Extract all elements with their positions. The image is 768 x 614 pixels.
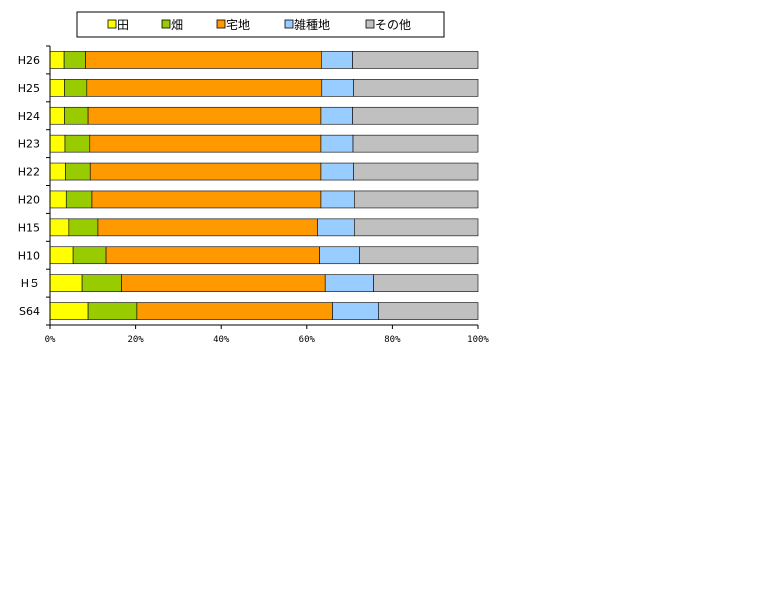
bar-H24-series-2 — [87, 106, 322, 125]
bar-H26-series-1 — [63, 51, 86, 69]
legend-swatch — [284, 19, 294, 29]
bar-H26-series-0 — [49, 51, 65, 69]
category-label: H20 — [18, 193, 40, 206]
legend-swatch — [107, 19, 117, 29]
legend-label: 畑 — [171, 18, 183, 32]
category-label: H５ — [21, 277, 40, 290]
bars: H26 H25 H24 H23 H22 H20 H15 H10 H５ S64 — [18, 51, 479, 320]
bar-H22-series-0 — [49, 162, 66, 181]
bar-H24-series-3 — [320, 106, 353, 125]
bar-H22-series-1 — [65, 162, 91, 181]
bar-H25-series-1 — [64, 79, 88, 97]
category-label: H22 — [18, 166, 40, 179]
x-tick-label: 40% — [213, 335, 230, 345]
category-label: H10 — [18, 249, 40, 262]
bar-H５-series-0 — [49, 274, 83, 292]
bar-H24-series-0 — [49, 106, 65, 125]
legend: 田 畑 宅地 雑種地 その他 — [76, 11, 445, 38]
bar-S64-series-2 — [136, 302, 333, 320]
x-tick-label: 0% — [45, 335, 56, 345]
legend-swatch — [365, 19, 375, 29]
legend-swatch — [216, 19, 226, 29]
bar-H24-series-1 — [64, 106, 89, 125]
bar-H15-series-2 — [97, 218, 318, 237]
bar-H23-series-0 — [49, 134, 66, 153]
bar-H22-series-4 — [353, 162, 479, 181]
x-tick-label: 20% — [127, 335, 144, 345]
bar-H10-series-4 — [359, 246, 479, 265]
bar-H20-series-2 — [91, 190, 322, 209]
bar-H23-series-4 — [352, 134, 479, 153]
category-label: H23 — [18, 138, 40, 151]
bar-H５-series-4 — [373, 274, 479, 292]
bar-H20-series-4 — [354, 190, 479, 209]
bar-H23-series-3 — [320, 134, 354, 153]
category-label: H26 — [18, 54, 40, 67]
x-tick-label: 60% — [299, 335, 316, 345]
bar-H10-series-2 — [105, 246, 320, 265]
bar-H22-series-3 — [320, 162, 354, 181]
bar-H26-series-2 — [85, 51, 322, 69]
legend-box — [76, 11, 445, 38]
bar-H20-series-1 — [65, 190, 93, 209]
category-label: H25 — [18, 82, 40, 95]
bar-H５-series-3 — [324, 274, 374, 292]
legend-swatch — [161, 19, 171, 29]
bar-S64-series-0 — [49, 302, 89, 320]
bar-H20-series-0 — [49, 190, 67, 209]
bar-H25-series-0 — [49, 79, 65, 97]
category-label: H15 — [18, 221, 40, 234]
bar-H20-series-3 — [320, 190, 355, 209]
bar-H15-series-4 — [354, 218, 479, 237]
legend-label: 宅地 — [226, 17, 250, 32]
bar-H10-series-3 — [319, 246, 360, 265]
legend-label: 雑種地 — [294, 17, 330, 32]
bar-H10-series-0 — [49, 246, 74, 265]
bar-H５-series-2 — [121, 274, 326, 292]
legend-label: 田 — [117, 18, 129, 32]
bar-H22-series-2 — [89, 162, 322, 181]
bar-H26-series-3 — [321, 51, 353, 69]
bar-H15-series-1 — [68, 218, 99, 237]
bar-H25-series-2 — [86, 79, 323, 97]
bar-H10-series-1 — [72, 246, 107, 265]
bar-H24-series-4 — [352, 106, 479, 125]
bar-H23-series-2 — [89, 134, 322, 153]
bar-S64-series-3 — [332, 302, 380, 320]
bar-H15-series-3 — [317, 218, 355, 237]
legend-label: その他 — [375, 18, 411, 32]
x-tick-label: 100% — [467, 335, 489, 345]
category-label: S64 — [19, 305, 40, 318]
bar-S64-series-1 — [87, 302, 138, 320]
bar-H５-series-1 — [81, 274, 122, 292]
category-label: H24 — [18, 110, 40, 123]
bar-S64-series-4 — [378, 302, 479, 320]
bar-H25-series-3 — [321, 79, 354, 97]
bar-H25-series-4 — [353, 79, 479, 97]
x-tick-label: 80% — [384, 335, 401, 345]
bar-H26-series-4 — [352, 51, 479, 69]
axes: 0% 20% 40% 60% 80% 100% — [45, 45, 489, 345]
bar-H23-series-1 — [64, 134, 91, 153]
bar-H15-series-0 — [49, 218, 70, 237]
